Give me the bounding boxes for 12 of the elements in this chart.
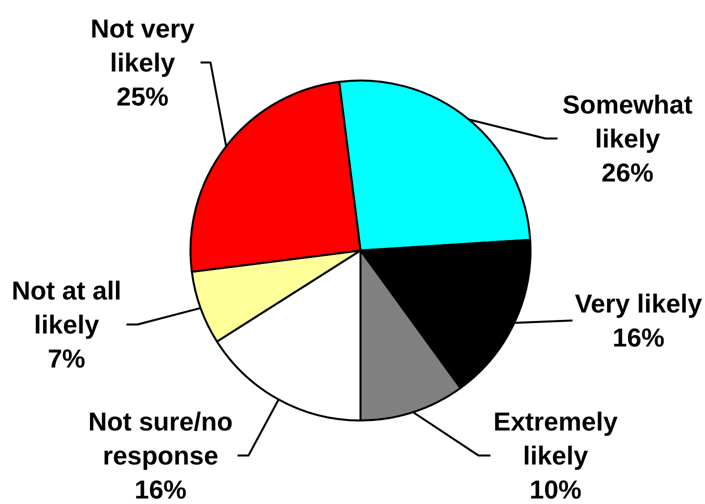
- data-label: 10%: [529, 474, 582, 504]
- slice-label: Not at all likely: [12, 276, 122, 340]
- slice-label: Extremely likely: [493, 406, 618, 470]
- slice-label: Not sure/no response: [88, 406, 233, 470]
- slice-label: Not very likely: [90, 14, 196, 78]
- data-label: 25%: [116, 82, 169, 112]
- data-label: 16%: [134, 474, 187, 504]
- slice-label: Somewhat likely: [562, 90, 693, 154]
- data-label: 16%: [612, 322, 665, 352]
- data-label: 26%: [601, 158, 654, 188]
- slice-label: Very likely: [574, 288, 703, 318]
- data-label: 7%: [48, 344, 86, 374]
